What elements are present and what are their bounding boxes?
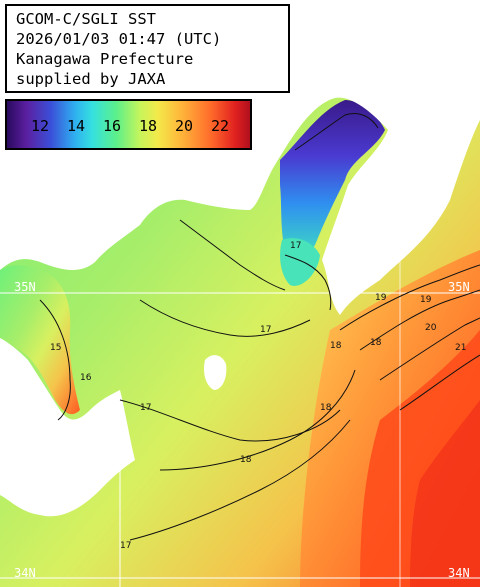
land-west (0, 338, 135, 517)
info-region: Kanagawa Prefecture (16, 50, 194, 68)
contour-label: 19 (420, 295, 432, 305)
color-scale-legend: 12 14 16 18 20 22 (5, 99, 252, 150)
contour-lines (39, 113, 480, 541)
contour-label: 17 (260, 325, 271, 335)
contour-label: 18 (370, 338, 382, 348)
contour-label: 16 (80, 373, 92, 383)
izu-peninsula (0, 265, 80, 415)
island-oshima (204, 355, 227, 390)
bay-mouth-water (280, 238, 320, 286)
contour-label: 18 (240, 455, 252, 465)
contour-label: 17 (140, 403, 151, 413)
tokyo-bay-water (280, 100, 385, 260)
contour-label: 15 (50, 343, 61, 353)
contour-label: 18 (330, 341, 342, 351)
legend-tick: 22 (211, 117, 230, 135)
contour-label: 20 (425, 323, 437, 333)
contour-label: 17 (120, 541, 131, 551)
lat-label-34n: 34N (14, 566, 36, 580)
info-timestamp: 2026/01/03 01:47 (UTC) (16, 30, 222, 48)
legend-tick: 18 (139, 117, 158, 135)
info-credit: supplied by JAXA (16, 70, 166, 88)
contour-label: 19 (375, 293, 387, 303)
lat-label-35n-right: 35N (448, 280, 470, 294)
info-title: GCOM-C/SGLI SST (16, 10, 156, 28)
red-core (410, 400, 480, 587)
lat-label-35n: 35N (14, 280, 36, 294)
legend-tick: 20 (175, 117, 194, 135)
contour-labels: 15 16 17 18 17 18 19 20 21 18 17 17 18 1… (50, 241, 466, 551)
legend-tick: 12 (31, 117, 50, 135)
contour-label: 18 (320, 403, 332, 413)
legend-tick: 14 (67, 117, 86, 135)
contour-label: 21 (455, 343, 466, 353)
contour-label: 17 (290, 241, 301, 251)
info-box: GCOM-C/SGLI SST 2026/01/03 01:47 (UTC) K… (5, 4, 290, 93)
lat-label-34n-right: 34N (448, 566, 470, 580)
legend-tick: 16 (103, 117, 122, 135)
